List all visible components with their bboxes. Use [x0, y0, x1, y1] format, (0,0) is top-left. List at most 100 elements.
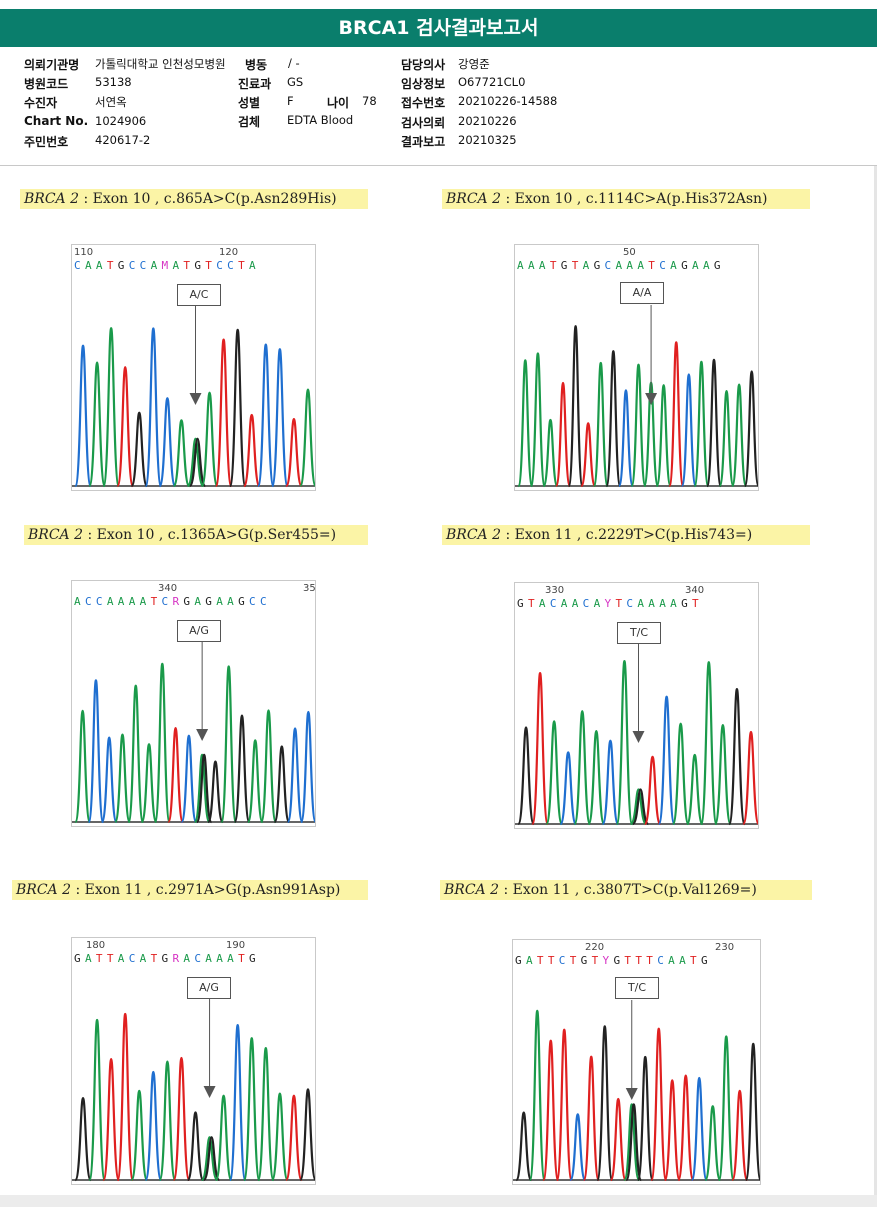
base-letter: C	[227, 259, 239, 272]
trace-peak	[555, 1028, 573, 1182]
base-sequence: GTACAACAYTCAAAAGT	[517, 597, 758, 610]
chromatogram-5: 180 190 GATTACATGRACAAATG A/G	[71, 937, 316, 1185]
base-letter: G	[560, 259, 572, 272]
chromatogram-peaks	[513, 1000, 760, 1182]
trace-peak	[214, 338, 233, 488]
base-letter: A	[670, 597, 682, 610]
trace-peak	[743, 370, 758, 488]
trace-peak	[246, 739, 264, 824]
base-letter: T	[150, 595, 162, 608]
base-letter: T	[536, 954, 548, 967]
trace-peak	[256, 343, 275, 488]
department-label: 진료과	[238, 77, 272, 91]
base-letter: C	[128, 259, 140, 272]
gene-name: BRCA 2	[28, 527, 84, 543]
chromatogram-4: 330 340 GTACAACAYTCAAAAGT T/C	[514, 582, 759, 829]
pointer-arrow	[203, 1086, 216, 1098]
base-letter: A	[659, 597, 671, 610]
base-letter: A	[194, 595, 206, 608]
trace-peak	[214, 1094, 233, 1182]
base-letter: A	[692, 259, 703, 272]
base-letter: C	[659, 259, 671, 272]
gene-name: BRCA 2	[24, 191, 80, 207]
trace-peak	[531, 672, 549, 826]
hospital-code-value: 53138	[95, 75, 132, 89]
base-letter: T	[106, 952, 118, 965]
base-letter: G	[517, 597, 528, 610]
trace-peak	[592, 361, 609, 488]
base-letter: A	[227, 952, 239, 965]
trace-peak	[685, 753, 704, 826]
trace-peak	[580, 422, 597, 488]
variant-title-6: BRCA 2 : Exon 11 , c.3807T>C(p.Val1269=)	[440, 880, 812, 900]
base-letter: A	[227, 595, 239, 608]
trace-peak	[569, 1113, 587, 1182]
trace-peak	[617, 389, 634, 488]
genotype-call-box: A/G	[187, 977, 231, 999]
trace-peak	[87, 679, 105, 824]
trace-peak	[705, 358, 722, 488]
trace-peak	[260, 709, 277, 824]
position-label: 180	[86, 940, 106, 951]
trace-peak	[742, 730, 758, 826]
base-letter: A	[517, 259, 528, 272]
chromatogram-peaks	[72, 998, 315, 1182]
base-letter: M	[161, 259, 173, 272]
trace-peak	[718, 389, 735, 488]
idnum-value: 420617-2	[95, 133, 151, 147]
base-letter: A	[648, 597, 660, 610]
trace-peak	[285, 418, 303, 488]
base-letter: T	[238, 259, 249, 272]
trace-peak	[609, 1097, 627, 1182]
trace-peak	[630, 363, 647, 488]
trace-peak	[601, 739, 620, 826]
trace-peak	[88, 361, 106, 488]
trace-peak	[299, 388, 315, 488]
base-letter: C	[549, 597, 561, 610]
base-letter: T	[648, 259, 660, 272]
pointer-arrow	[196, 729, 209, 741]
report-title: BRCA1 검사결과보고서	[0, 9, 877, 47]
chromatogram-6: 220 230 GATTCTGTYGTTTCAATG T/C	[512, 939, 761, 1185]
trace-peak	[515, 1111, 533, 1182]
trace-peak	[114, 733, 131, 824]
trace-peak	[220, 665, 238, 824]
report-label: 결과보고	[401, 135, 446, 149]
base-letter: T	[624, 954, 636, 967]
trace-peak	[207, 760, 224, 824]
trace-peak	[172, 419, 191, 488]
hospital-code-label: 병원코드	[24, 77, 69, 91]
variant-title-1: BRCA 2 : Exon 10 , c.865A>C(p.Asn289His)	[20, 189, 368, 209]
trace-peak	[158, 1060, 177, 1182]
base-letter: G	[681, 597, 692, 610]
gene-name: BRCA 2	[446, 527, 502, 543]
base-letter: A	[525, 954, 537, 967]
genotype-call-box: A/G	[177, 620, 221, 642]
trace-peak	[643, 755, 662, 826]
base-letter: A	[593, 597, 605, 610]
base-letter: T	[205, 259, 217, 272]
trace-peak	[631, 788, 650, 826]
base-letter: T	[615, 597, 627, 610]
trace-peak	[167, 727, 184, 824]
trace-peak	[140, 743, 158, 824]
ward-value: / -	[288, 56, 300, 70]
trace-peak	[130, 411, 149, 488]
trace-peak	[186, 437, 205, 488]
base-letter: A	[106, 595, 118, 608]
base-sequence: GATTACATGRACAAATG	[74, 952, 315, 965]
trace-peak	[567, 325, 584, 488]
trace-peak	[242, 413, 261, 488]
position-label: 340	[158, 583, 178, 594]
chromatogram-peaks	[515, 305, 758, 488]
genotype-call-box: T/C	[617, 622, 661, 644]
trace-peak	[285, 1094, 303, 1182]
variant-title-2: BRCA 2 : Exon 10 , c.1114C>A(p.His372Asn…	[442, 189, 810, 209]
variant-title-5: BRCA 2 : Exon 11 , c.2971A>G(p.Asn991Asp…	[12, 880, 368, 900]
trace-peak	[657, 695, 676, 826]
trace-peak	[545, 720, 563, 826]
trace-peak	[650, 1027, 668, 1182]
gene-name: BRCA 2	[16, 882, 72, 898]
trace-peak	[202, 1136, 221, 1182]
base-letter: T	[690, 954, 701, 967]
